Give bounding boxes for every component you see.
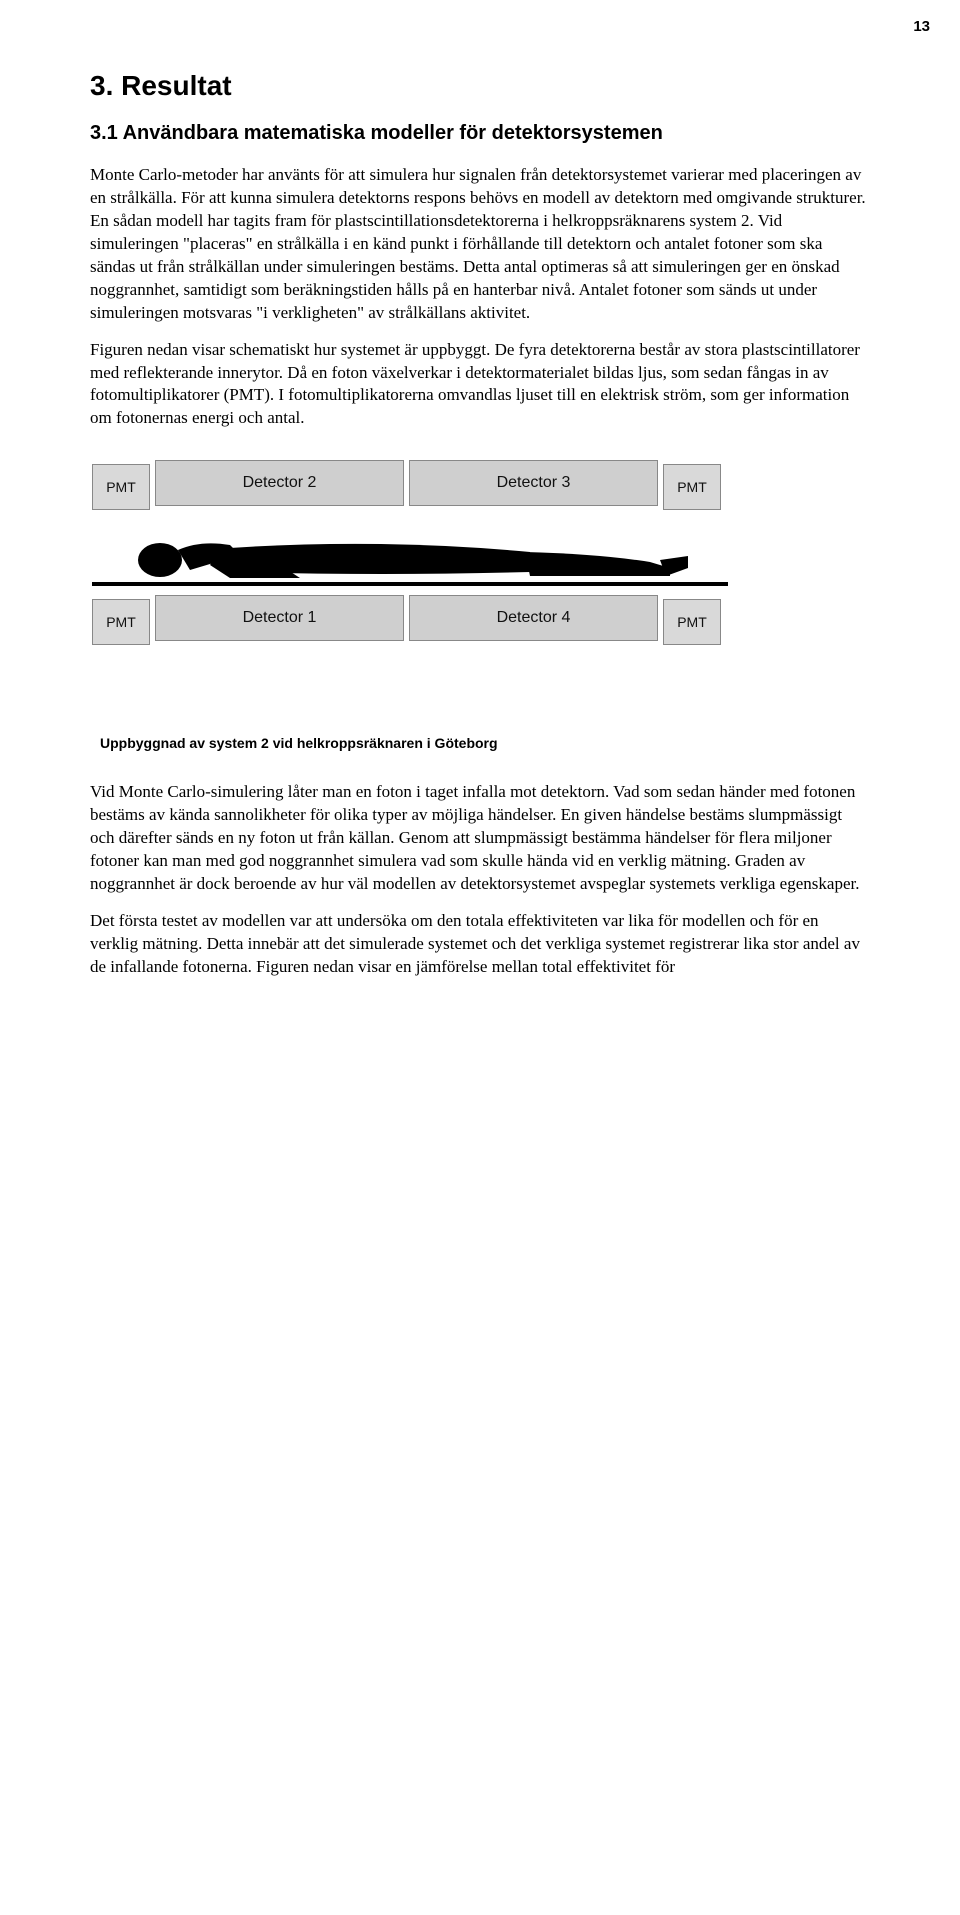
paragraph-3: Vid Monte Carlo-simulering låter man en …: [90, 781, 870, 896]
detector-box-1: Detector 1: [155, 595, 404, 641]
page-number: 13: [913, 18, 930, 35]
paragraph-4: Det första testet av modellen var att un…: [90, 910, 870, 979]
detector-panel: PMT Detector 2 Detector 3 PMT: [90, 460, 730, 685]
paragraph-1: Monte Carlo-metoder har använts för att …: [90, 164, 870, 325]
body-silhouette: [130, 510, 690, 580]
page: 13 3. Resultat 3.1 Användbara matematisk…: [0, 0, 960, 1053]
detector-box-3: Detector 3: [409, 460, 658, 506]
pmt-box-bottom-left: PMT: [92, 599, 150, 645]
detector-box-4: Detector 4: [409, 595, 658, 641]
detector-figure: PMT Detector 2 Detector 3 PMT: [90, 460, 870, 751]
figure-caption: Uppbyggnad av system 2 vid helkroppsräkn…: [100, 735, 870, 751]
pmt-box-top-left: PMT: [92, 464, 150, 510]
paragraph-2: Figuren nedan visar schematiskt hur syst…: [90, 339, 870, 431]
section-title: 3. Resultat: [90, 70, 870, 102]
subsection-title: 3.1 Användbara matematiska modeller för …: [90, 120, 870, 146]
bed-line: [92, 582, 728, 586]
pmt-box-bottom-right: PMT: [663, 599, 721, 645]
pmt-box-top-right: PMT: [663, 464, 721, 510]
detector-box-2: Detector 2: [155, 460, 404, 506]
